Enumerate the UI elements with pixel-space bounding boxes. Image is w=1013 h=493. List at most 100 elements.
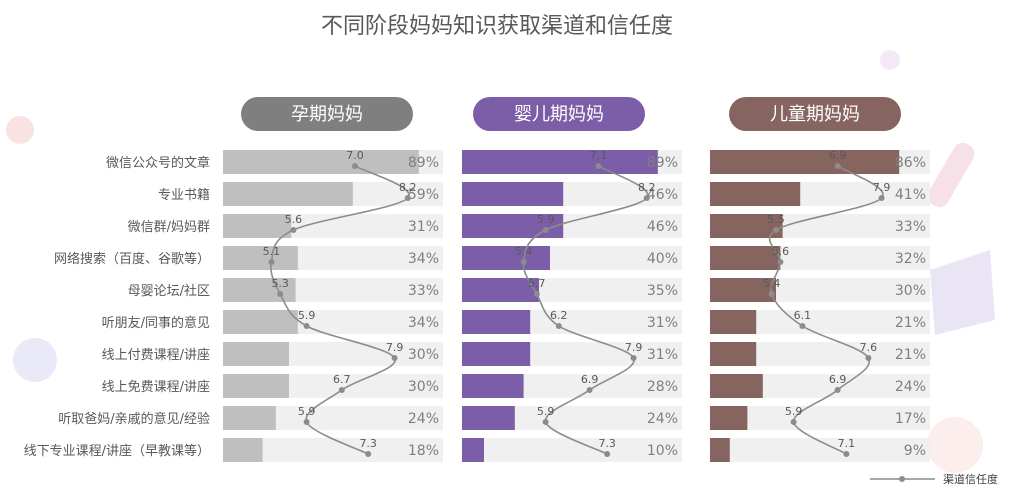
bar-value-label: 21%	[895, 347, 926, 363]
trust-value-label: 6.9	[581, 373, 599, 386]
trust-point	[542, 227, 549, 233]
bar-value-label: 24%	[408, 411, 439, 427]
trust-line	[270, 165, 410, 455]
trust-point	[586, 387, 593, 393]
panel-title: 孕期妈妈	[291, 104, 363, 125]
bar-value-label: 41%	[895, 187, 926, 203]
trust-value-label: 8.2	[638, 181, 656, 194]
bar	[462, 374, 524, 398]
panel-title: 婴儿期妈妈	[514, 104, 604, 125]
panel-header	[473, 97, 645, 131]
trust-point	[290, 227, 297, 233]
bar	[462, 182, 564, 206]
bar	[462, 246, 550, 270]
trust-value-label: 5.4	[515, 245, 533, 258]
bar-value-label: 34%	[408, 315, 439, 331]
bar-value-label: 31%	[647, 347, 678, 363]
category-label: 线下专业课程/讲座（早教课等）	[24, 443, 210, 459]
trust-value-label: 7.0	[346, 149, 364, 162]
trust-value-label: 5.7	[528, 277, 546, 290]
bar-value-label: 34%	[408, 251, 439, 267]
trust-point	[542, 419, 549, 425]
bar	[462, 214, 564, 238]
bar	[710, 374, 763, 398]
bar-value-label: 18%	[408, 443, 439, 459]
bar-value-label: 89%	[408, 155, 439, 171]
bar-value-label: 86%	[895, 155, 926, 171]
trust-point	[404, 195, 411, 201]
bar	[462, 278, 539, 302]
bar-value-label: 31%	[408, 219, 439, 235]
bar	[710, 278, 776, 302]
bar	[710, 150, 900, 174]
bar-value-label: 28%	[647, 379, 678, 395]
trust-value-label: 6.2	[550, 309, 568, 322]
trust-value-label: 6.7	[333, 373, 351, 386]
panel: 孕期妈妈 89% 59% 31% 34% 33% 34% 30% 30% 24% 18% 7.0 8.2…	[223, 97, 443, 462]
bar-value-label: 24%	[895, 379, 926, 395]
trust-value-label: 7.3	[598, 437, 616, 450]
bar-value-label: 31%	[647, 315, 678, 331]
bar	[223, 406, 276, 430]
category-label: 网络搜索（百度、谷歌等）	[54, 251, 210, 267]
trust-value-label: 7.3	[359, 437, 377, 450]
bar	[462, 438, 484, 462]
bar-value-label: 35%	[647, 283, 678, 299]
trust-value-label: 5.9	[785, 405, 803, 418]
background-decoration	[6, 50, 995, 473]
trust-value-label: 5.4	[763, 277, 781, 290]
category-label: 专业书籍	[158, 187, 210, 203]
bar-track	[462, 438, 682, 462]
bar	[223, 374, 289, 398]
trust-point	[555, 323, 562, 329]
trust-point	[533, 291, 540, 297]
trust-line	[768, 165, 884, 455]
bar-value-label: 40%	[647, 251, 678, 267]
bar-value-label: 30%	[408, 379, 439, 395]
trust-point	[303, 419, 310, 425]
trust-point	[878, 195, 885, 201]
bar	[223, 278, 296, 302]
bar-value-label: 46%	[647, 219, 678, 235]
bar-value-label: 17%	[895, 411, 926, 427]
category-label: 微信公众号的文章	[106, 155, 210, 171]
trust-value-label: 5.6	[285, 213, 303, 226]
trust-point	[834, 163, 841, 169]
legend-label: 渠道信任度	[943, 472, 998, 486]
category-label: 微信群/妈妈群	[128, 220, 210, 235]
trust-point	[799, 323, 806, 329]
trust-value-label: 5.9	[298, 405, 316, 418]
bar	[223, 342, 289, 366]
bar-value-label: 46%	[647, 187, 678, 203]
legend-marker-icon	[899, 476, 905, 482]
bar	[462, 310, 531, 334]
category-label: 线上免费课程/讲座	[102, 380, 210, 395]
trust-value-label: 5.9	[298, 309, 316, 322]
bar	[223, 310, 298, 334]
bar	[710, 438, 730, 462]
bar	[223, 438, 263, 462]
trust-value-label: 5.9	[537, 405, 555, 418]
bar	[462, 150, 658, 174]
bar-value-label: 30%	[408, 347, 439, 363]
bar-value-label: 9%	[904, 443, 926, 459]
trust-point	[604, 451, 611, 457]
trust-point	[365, 451, 372, 457]
trust-point	[865, 355, 872, 361]
legend: 渠道信任度	[870, 472, 998, 486]
trust-point	[338, 387, 345, 393]
trust-value-label: 5.9	[537, 213, 555, 226]
trust-point	[277, 291, 284, 297]
panel-title: 儿童期妈妈	[770, 104, 860, 125]
bar-value-label: 89%	[647, 155, 678, 171]
chart-title: 不同阶段妈妈知识获取渠道和信任度	[321, 14, 673, 39]
trust-value-label: 7.1	[590, 149, 608, 162]
trust-point	[268, 259, 275, 265]
bar-value-label: 30%	[895, 283, 926, 299]
bar-value-label: 21%	[895, 315, 926, 331]
bar	[710, 182, 801, 206]
bar	[710, 406, 748, 430]
trust-point	[520, 259, 527, 265]
bar	[223, 150, 419, 174]
